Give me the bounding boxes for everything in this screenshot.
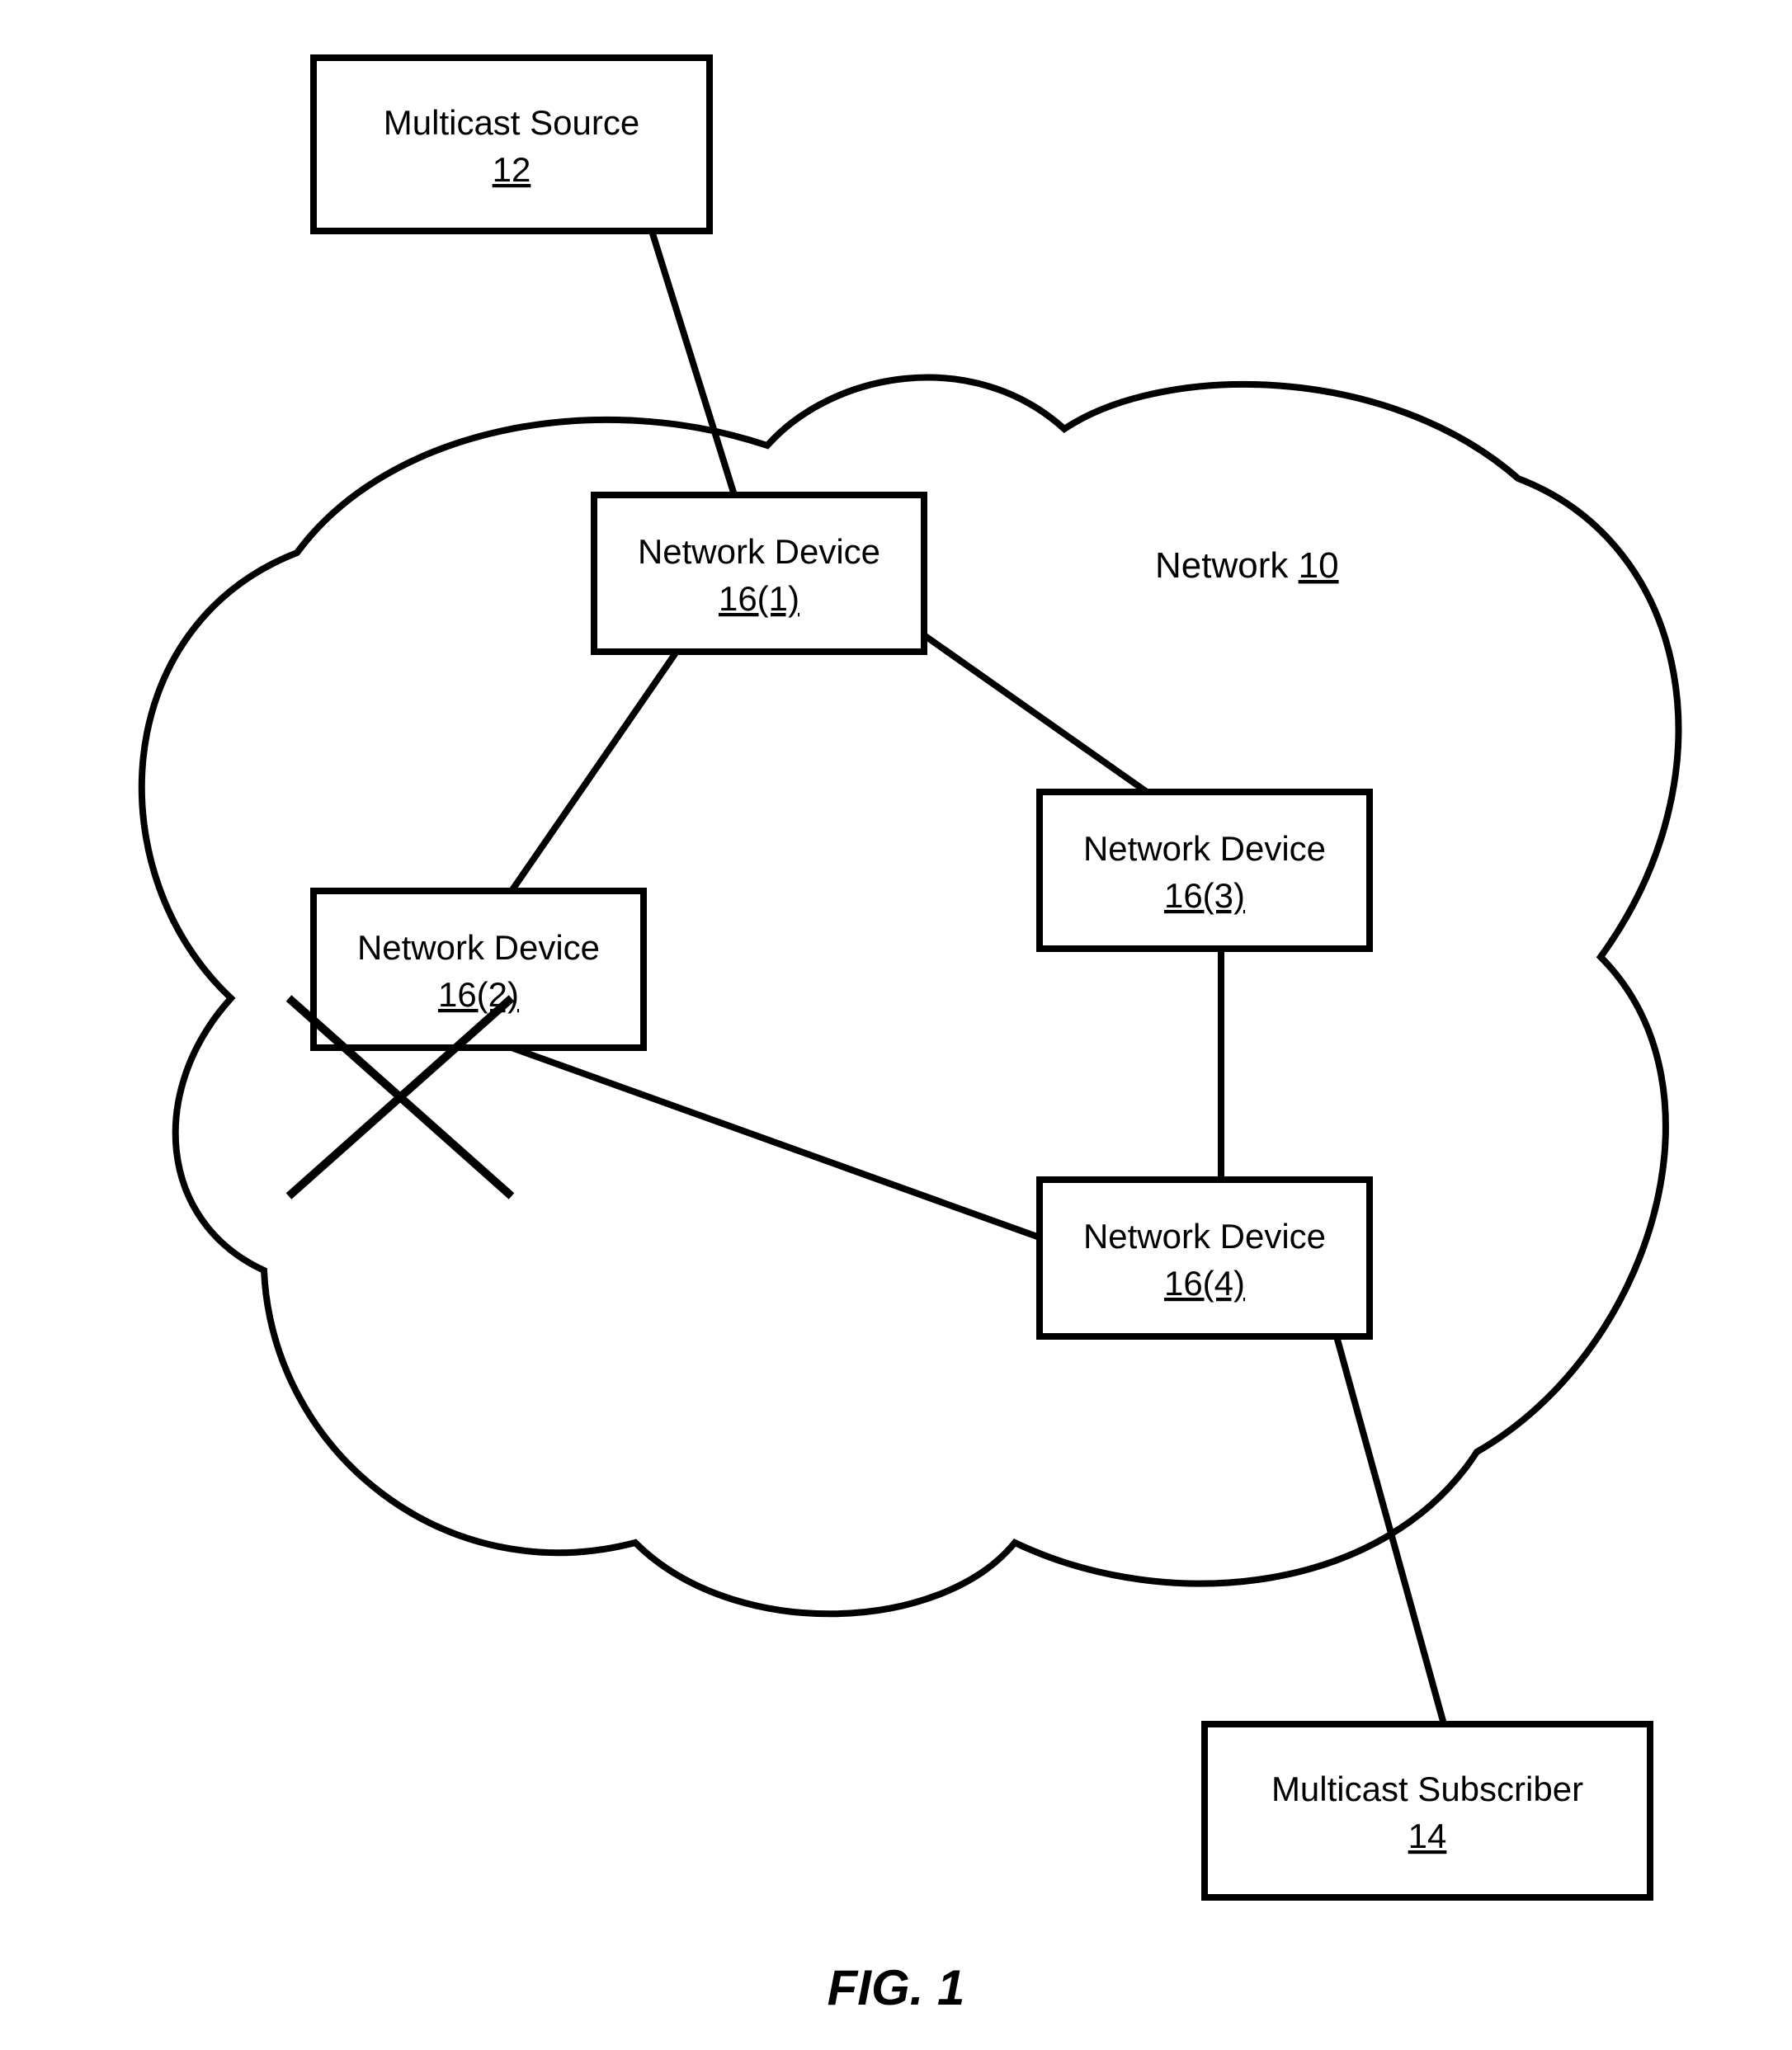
network-device-3-box: Network Device 16(3) [1040,792,1370,949]
multicast-source-box-rect [314,58,710,231]
network-device-4-box-ref: 16(4) [1164,1264,1245,1303]
network-device-3-box-ref: 16(3) [1164,876,1245,915]
multicast-source-box-ref: 12 [493,150,531,189]
network-device-1-box-ref: 16(1) [719,579,799,618]
network-label-ref: 10 [1299,545,1339,586]
network-device-2-box-ref: 16(2) [438,975,519,1014]
network-device-2-box-label: Network Device [357,928,600,967]
network-device-4-box-label: Network Device [1083,1217,1326,1256]
network-device-1-box-label: Network Device [638,532,880,571]
multicast-subscriber-box-rect [1205,1724,1650,1897]
figure-title: FIG. 1 [828,1960,965,2015]
multicast-subscriber-box-ref: 14 [1408,1817,1447,1855]
network-label-text: Network [1155,545,1289,586]
multicast-subscriber-box-label: Multicast Subscriber [1271,1770,1583,1808]
network-device-1-box-rect [594,495,924,652]
multicast-source-box-label: Multicast Source [384,103,639,142]
multicast-subscriber-box: Multicast Subscriber 14 [1205,1724,1650,1897]
network-device-4-box: Network Device 16(4) [1040,1180,1370,1336]
network-label: Network 10 [1155,545,1339,586]
network-device-1-box: Network Device 16(1) [594,495,924,652]
network-device-3-box-rect [1040,792,1370,949]
network-device-4-box-rect [1040,1180,1370,1336]
figure-canvas: Network 10 Multicast Source12Multicast S… [0,0,1792,2050]
multicast-source-box: Multicast Source 12 [314,58,710,231]
network-device-3-box-label: Network Device [1083,829,1326,868]
